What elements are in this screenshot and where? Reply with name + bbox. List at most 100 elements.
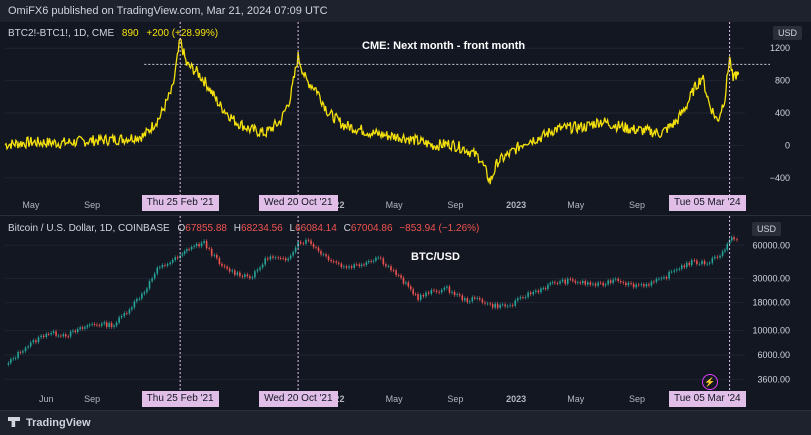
btcusd-candle-body (592, 283, 594, 285)
btcusd-candle-body (256, 269, 259, 272)
btcusd-candle-body (103, 322, 106, 324)
btcusd-candle-body (382, 258, 385, 265)
btcusd-candle-body (645, 284, 648, 287)
btcusd-pane[interactable]: 3600.00 6000.00 10000.00 18000.00 30000.00 60… (0, 215, 811, 411)
btcusd-candle-body (569, 278, 572, 280)
btcusd-candle-body (322, 254, 325, 256)
lightning-alert-icon[interactable]: ⚡ (702, 374, 718, 390)
btcusd-candle-body (529, 292, 532, 295)
btcusd-candle-body (736, 239, 738, 241)
btcusd-x-tick: Sep (447, 394, 463, 404)
btcusd-candle-body (724, 249, 726, 252)
btcusd-candle-body (604, 284, 607, 286)
btcusd-candle-body (473, 297, 476, 299)
btcusd-candle-body (653, 281, 655, 283)
spread-chart[interactable]: −40004008001200MaySep2022MaySep2023MaySe… (0, 22, 811, 215)
btcusd-x-tick: Sep (84, 394, 100, 404)
btcusd-candle-body (379, 257, 382, 259)
btcusd-candle-body (619, 281, 622, 283)
btcusd-candle-body (559, 281, 561, 284)
btcusd-candle-body (277, 257, 280, 259)
btcusd-candle-body (397, 275, 400, 276)
btcusd-candle-body (156, 267, 159, 274)
btcusd-candle-body (123, 313, 126, 317)
btcusd-candle-body (200, 242, 203, 247)
open-value: 67855.88 (185, 223, 227, 234)
btcusd-candle-body (198, 243, 200, 247)
btcusd-candle-body (69, 331, 72, 337)
btcusd-date-marker-label: Tue 05 Mar '24 (669, 391, 746, 407)
btcusd-candle-body (701, 260, 703, 264)
spread-date-marker-label: Wed 20 Oct '21 (259, 195, 338, 211)
btcusd-candle-body (673, 270, 676, 272)
btcusd-candle-body (494, 303, 496, 308)
btcusd-candle-body (96, 324, 98, 326)
btcusd-candle-body (614, 278, 617, 280)
btcusd-candle-body (274, 257, 277, 259)
btcusd-candle-body (72, 330, 74, 332)
btcusd-candle-body (24, 347, 27, 352)
btcusd-candle-body (514, 300, 517, 306)
btcusd-candle-body (476, 298, 479, 299)
btcusd-date-marker-label: Thu 25 Feb '21 (141, 391, 219, 407)
btcusd-candle-body (711, 258, 714, 263)
btcusd-candle-body (226, 266, 228, 269)
btcusd-candle-body (10, 359, 12, 363)
btcusd-candle-body (244, 274, 246, 277)
btcusd-candle-body (360, 264, 363, 267)
btcusd-candle-body (332, 261, 335, 263)
btcusd-x-tick: 2023 (506, 394, 526, 404)
btcusd-candle-body (88, 324, 91, 326)
btcusd-candle-body (367, 261, 370, 263)
btcusd-candle-body (648, 284, 650, 286)
btcusd-candle-body (186, 249, 188, 252)
btcusd-candle-body (496, 303, 499, 308)
btcusd-candle-body (660, 278, 663, 279)
close-label: C (343, 223, 351, 234)
btcusd-candle-body (136, 298, 138, 302)
btcusd-candle-body (249, 276, 251, 279)
btcusd-candle-body (131, 307, 133, 310)
btcusd-candle-body (307, 239, 310, 241)
btcusd-candle-body (678, 268, 681, 270)
btcusd-candles (7, 235, 738, 367)
btcusd-candle-body (105, 322, 108, 327)
btcusd-candle-body (305, 239, 307, 244)
btcusd-candle-body (517, 298, 519, 301)
spread-symbol: BTC2!-BTC1!, 1D, CME (8, 28, 115, 39)
publish-info: OmiFX6 published on TradingView.com, Mar… (8, 5, 328, 17)
btcusd-candle-body (79, 327, 81, 330)
spread-currency-label[interactable]: USD (773, 26, 803, 40)
btcusd-candle-body (57, 335, 60, 337)
high-label: H (233, 223, 242, 234)
btcusd-x-tick: Jun (39, 394, 54, 404)
btcusd-candle-body (289, 255, 292, 259)
btcusd-candle-body (284, 258, 287, 261)
btcusd-candle-body (407, 282, 410, 287)
btcusd-candle-body (402, 277, 405, 284)
btcusd-candle-body (683, 265, 686, 268)
btcusd-candle-body (241, 276, 244, 277)
btcusd-candle-body (478, 298, 481, 300)
btcusd-candle-body (169, 262, 171, 265)
btcusd-currency-label[interactable]: USD (752, 222, 782, 236)
btcusd-candle-body (466, 298, 469, 303)
btcusd-candle-body (67, 336, 70, 338)
btcusd-candle-body (37, 337, 40, 343)
btcusd-candle-body (193, 246, 195, 248)
btcusd-chart[interactable]: 3600.00 6000.00 10000.00 18000.00 30000.00 60… (0, 216, 811, 411)
btcusd-candle-body (698, 263, 701, 265)
btcusd-candle-body (221, 263, 223, 266)
btcusd-candle-body (594, 283, 597, 286)
btcusd-candle-body (486, 303, 489, 305)
btcusd-candle-body (343, 266, 345, 268)
btcusd-candle-body (161, 265, 164, 268)
spread-series-line (4, 37, 738, 185)
tradingview-logo-icon (8, 417, 20, 427)
btcusd-candle-body (566, 278, 569, 284)
spread-pane[interactable]: −40004008001200MaySep2022MaySep2023MaySe… (0, 22, 811, 215)
tradingview-logo: TradingView (8, 417, 91, 429)
btcusd-candle-body (584, 280, 587, 285)
btcusd-candle-body (166, 264, 169, 266)
btcusd-candle-body (375, 257, 377, 261)
